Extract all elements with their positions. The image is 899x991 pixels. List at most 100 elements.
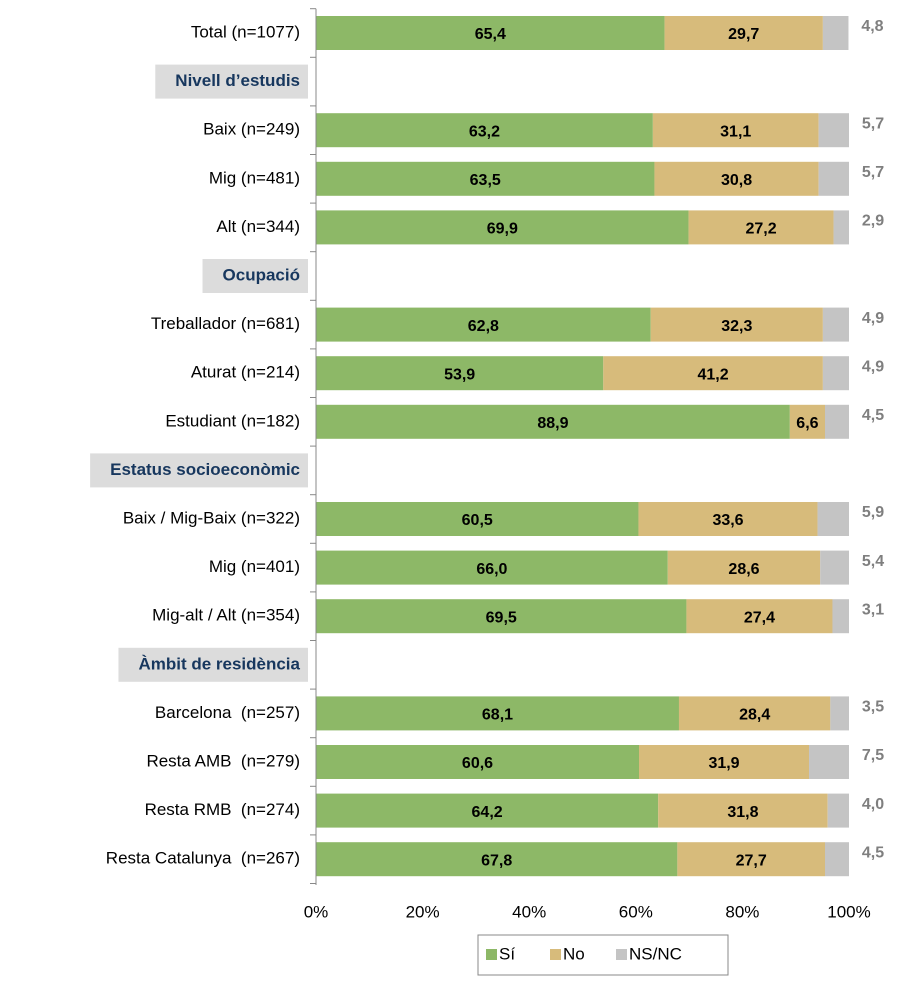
data-label: 5,4: [862, 553, 884, 570]
category-label: Baix / Mig-Baix (n=322): [123, 508, 300, 527]
data-label: 68,1: [482, 707, 513, 724]
bar-segment: [603, 356, 823, 391]
section-header: Àmbit de residència: [138, 654, 300, 673]
data-label: 60,5: [462, 512, 493, 529]
category-label: Resta AMB (n=279): [146, 751, 300, 770]
bar-segment: [316, 696, 679, 731]
data-label: 32,3: [721, 318, 752, 335]
data-label: 4,8: [861, 18, 883, 35]
legend-label: Sí: [499, 944, 515, 963]
data-label: 27,7: [736, 852, 767, 869]
category-label: Treballador (n=681): [151, 314, 300, 333]
data-label: 64,2: [472, 804, 503, 821]
bar-segment: [316, 356, 604, 391]
bar-segment: [650, 307, 823, 342]
bar-segment: [316, 404, 790, 439]
data-label: 27,4: [744, 609, 775, 626]
bar-segment: [832, 599, 849, 634]
bar-segment: [316, 550, 668, 585]
bar-segment: [654, 161, 819, 196]
data-label: 4,5: [862, 407, 884, 424]
data-label: 63,5: [470, 172, 501, 189]
data-label: 69,9: [487, 221, 518, 238]
legend-swatch: [486, 949, 497, 960]
data-label: 30,8: [721, 172, 752, 189]
data-label: 41,2: [698, 366, 729, 383]
bar-segment: [316, 113, 653, 148]
bar-segment: [652, 113, 819, 148]
bar-segment: [822, 356, 849, 391]
bar-segment: [667, 550, 821, 585]
legend-label: No: [563, 944, 585, 963]
bar-segment: [822, 307, 849, 342]
x-tick-label: 60%: [619, 902, 653, 921]
bar-segment: [316, 16, 665, 50]
bar-segment: [688, 210, 834, 245]
data-label: 4,0: [862, 796, 884, 813]
bar-segment: [789, 404, 826, 439]
x-tick-label: 100%: [827, 902, 870, 921]
bar-segment: [817, 502, 849, 536]
category-label: Mig (n=401): [209, 557, 300, 576]
bar-segment: [833, 210, 849, 245]
data-label: 2,9: [862, 213, 884, 230]
legend-swatch: [550, 949, 561, 960]
category-label: Barcelona (n=257): [155, 703, 300, 722]
x-tick-label: 20%: [406, 902, 440, 921]
data-label: 69,5: [486, 609, 517, 626]
data-label: 6,6: [796, 415, 818, 432]
data-label: 28,4: [739, 707, 770, 724]
category-label: Mig (n=481): [209, 168, 300, 187]
section-header: Estatus socioeconòmic: [110, 460, 300, 479]
data-label: 65,4: [475, 26, 506, 43]
section-header-bg: [90, 453, 308, 488]
bar-segment: [316, 502, 639, 536]
data-label: 5,9: [862, 504, 884, 521]
category-label: Alt (n=344): [216, 217, 300, 236]
legend-swatch: [616, 949, 627, 960]
data-label: 33,6: [712, 512, 743, 529]
category-label: Baix (n=249): [203, 120, 300, 139]
data-label: 62,8: [468, 318, 499, 335]
bar-segment: [316, 599, 687, 634]
category-label: Aturat (n=214): [191, 363, 300, 382]
data-label: 4,9: [862, 358, 884, 375]
legend-box: [477, 934, 729, 976]
bar-segment: [818, 161, 849, 196]
bar-segment: [316, 842, 678, 877]
category-label: Estudiant (n=182): [165, 411, 300, 430]
bar-segment: [809, 745, 849, 779]
section-header-bg: [155, 64, 308, 99]
category-label: Resta RMB (n=274): [145, 800, 300, 819]
data-label: 4,5: [862, 844, 884, 861]
data-label: 53,9: [444, 366, 475, 383]
bar-segment: [830, 696, 849, 731]
bar-segment: [822, 16, 849, 50]
section-header: Ocupació: [223, 265, 300, 284]
bar-segment: [316, 210, 689, 245]
bar-segment: [820, 550, 849, 585]
bar-segment: [827, 793, 849, 828]
bar-segment: [825, 842, 849, 877]
section-header-bg: [202, 259, 308, 293]
section-header: Nivell d’estudis: [175, 71, 300, 90]
legend: Sí No NS/NC: [477, 934, 729, 976]
bar-segment: [658, 793, 828, 828]
x-tick-label: 80%: [725, 902, 759, 921]
data-label: 3,5: [862, 699, 884, 716]
bar-segment: [686, 599, 833, 634]
legend-label: NS/NC: [629, 944, 682, 963]
data-label: 5,7: [862, 164, 884, 181]
bar-segment: [316, 793, 659, 828]
data-label: 67,8: [481, 852, 512, 869]
data-label: 66,0: [476, 561, 507, 578]
x-tick-label: 40%: [512, 902, 546, 921]
bar-segment: [677, 842, 826, 877]
category-label: Resta Catalunya (n=267): [106, 849, 300, 868]
data-label: 28,6: [728, 561, 759, 578]
bar-segment: [316, 307, 651, 342]
bar-segment: [664, 16, 823, 50]
data-label: 31,8: [727, 804, 758, 821]
bar-segment: [316, 745, 639, 779]
